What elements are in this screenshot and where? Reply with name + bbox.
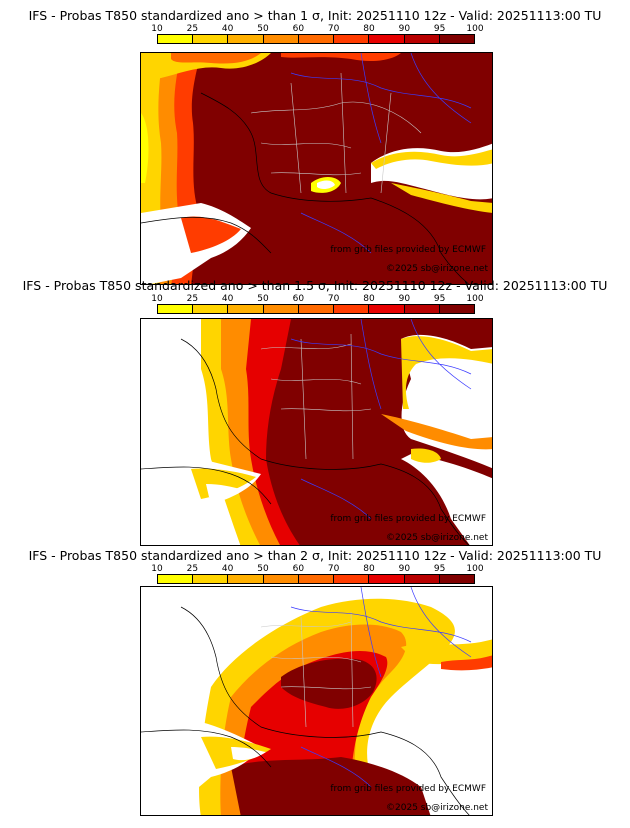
credit-source: from grib files provided by ECMWF bbox=[330, 245, 486, 255]
colorbar-tick-label: 100 bbox=[466, 564, 484, 574]
colorbar-segment bbox=[369, 35, 405, 43]
colorbar bbox=[157, 574, 475, 584]
colorbar-segment bbox=[404, 575, 440, 583]
colorbar-tick-label: 90 bbox=[398, 564, 411, 574]
colorbar-tick-label: 80 bbox=[363, 564, 375, 574]
colorbar-segment bbox=[158, 575, 194, 583]
colorbar-tick-label: 25 bbox=[186, 24, 199, 34]
colorbar-segment bbox=[404, 305, 440, 313]
colorbar-segment bbox=[228, 575, 264, 583]
colorbar-tick-label: 10 bbox=[151, 294, 163, 304]
colorbar-tick-label: 50 bbox=[257, 24, 269, 34]
colorbar-segment bbox=[334, 35, 370, 43]
colorbar-tick-label: 95 bbox=[433, 294, 446, 304]
colorbar-tick-label: 95 bbox=[433, 24, 446, 34]
colorbar-tick-label: 80 bbox=[363, 294, 375, 304]
colorbar-segment bbox=[369, 305, 405, 313]
colorbar-tick-label: 25 bbox=[186, 564, 199, 574]
colorbar-tick-label: 90 bbox=[398, 24, 411, 34]
map-title: IFS - Probas T850 standardized ano > tha… bbox=[22, 278, 608, 293]
colorbar-segment bbox=[298, 575, 335, 583]
colorbar-tick-label: 95 bbox=[433, 564, 446, 574]
colorbar-segment bbox=[158, 305, 194, 313]
credit-source: from grib files provided by ECMWF bbox=[330, 514, 486, 524]
colorbar-ticks: 10 25 40 50 60 70 80 90 95 100 bbox=[151, 294, 483, 304]
map-panel-3: IFS - Probas T850 standardized ano > tha… bbox=[0, 548, 630, 823]
colorbar-tick-label: 80 bbox=[363, 24, 375, 34]
credit-site: ©2025 sb@irizone.net bbox=[386, 533, 488, 543]
colorbar-segment bbox=[298, 35, 335, 43]
credit-source: from grib files provided by ECMWF bbox=[330, 784, 486, 794]
colorbar-segment bbox=[439, 305, 474, 313]
colorbar-segment bbox=[334, 305, 370, 313]
map-panel-1: IFS - Probas T850 standardized ano > tha… bbox=[0, 8, 630, 285]
colorbar-tick-label: 40 bbox=[221, 294, 234, 304]
map-title: IFS - Probas T850 standardized ano > tha… bbox=[28, 548, 602, 563]
colorbar-tick-label: 70 bbox=[327, 564, 340, 574]
colorbar-segment bbox=[334, 575, 370, 583]
colorbar-tick-label: 10 bbox=[151, 24, 163, 34]
colorbar-tick-label: 60 bbox=[292, 294, 305, 304]
colorbar-segment bbox=[158, 35, 194, 43]
credit-site: ©2025 sb@irizone.net bbox=[386, 803, 488, 813]
colorbar-segment bbox=[263, 35, 299, 43]
colorbar-segment bbox=[439, 575, 474, 583]
colorbar-segment bbox=[298, 305, 335, 313]
colorbar-tick-label: 50 bbox=[257, 564, 269, 574]
colorbar-segment bbox=[404, 35, 440, 43]
colorbar-segment bbox=[263, 305, 299, 313]
colorbar-tick-label: 100 bbox=[466, 294, 484, 304]
colorbar-tick-label: 40 bbox=[221, 24, 234, 34]
colorbar-tick-label: 90 bbox=[398, 294, 411, 304]
colorbar-tick-label: 70 bbox=[327, 24, 340, 34]
colorbar-segment bbox=[193, 35, 229, 43]
colorbar-segment bbox=[439, 35, 474, 43]
probability-map bbox=[140, 318, 493, 546]
map-panel-2: IFS - Probas T850 standardized ano > tha… bbox=[0, 278, 630, 548]
colorbar-segment bbox=[228, 305, 264, 313]
colorbar-segment bbox=[193, 305, 229, 313]
colorbar-tick-label: 10 bbox=[151, 564, 163, 574]
colorbar-segment bbox=[228, 35, 264, 43]
colorbar-tick-label: 25 bbox=[186, 294, 199, 304]
colorbar-tick-label: 60 bbox=[292, 24, 305, 34]
credit-site: ©2025 sb@irizone.net bbox=[386, 264, 488, 274]
probability-map bbox=[140, 586, 493, 816]
colorbar-tick-label: 50 bbox=[257, 294, 269, 304]
colorbar-ticks: 10 25 40 50 60 70 80 90 95 100 bbox=[151, 564, 483, 574]
colorbar bbox=[157, 304, 475, 314]
colorbar-tick-label: 100 bbox=[466, 24, 484, 34]
probability-map bbox=[140, 52, 493, 285]
colorbar-ticks: 10 25 40 50 60 70 80 90 95 100 bbox=[151, 24, 483, 34]
colorbar-tick-label: 40 bbox=[221, 564, 234, 574]
colorbar-tick-label: 60 bbox=[292, 564, 305, 574]
colorbar-segment bbox=[193, 575, 229, 583]
colorbar-segment bbox=[263, 575, 299, 583]
colorbar-segment bbox=[369, 575, 405, 583]
colorbar-tick-label: 70 bbox=[327, 294, 340, 304]
map-title: IFS - Probas T850 standardized ano > tha… bbox=[28, 8, 602, 23]
colorbar bbox=[157, 34, 475, 44]
